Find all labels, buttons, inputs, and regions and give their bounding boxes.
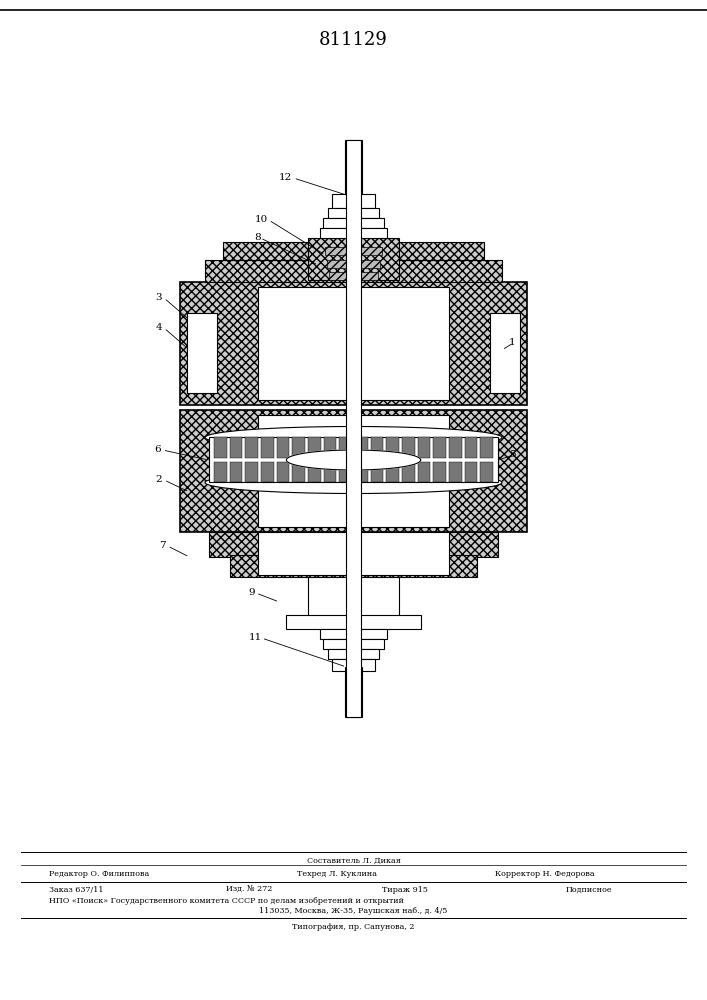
Bar <box>328 208 379 218</box>
Bar <box>230 462 243 482</box>
Bar <box>180 282 527 405</box>
Bar <box>339 462 352 482</box>
Bar <box>320 228 387 238</box>
Text: Редактор О. Филиппова: Редактор О. Филиппова <box>49 870 150 878</box>
Bar <box>490 313 520 393</box>
Text: НПО «Поиск» Государственного комитета СССР по делам изобретений и открытий: НПО «Поиск» Государственного комитета СС… <box>49 897 404 905</box>
Bar <box>261 462 274 482</box>
Bar <box>402 437 414 458</box>
Bar <box>308 577 399 617</box>
Text: 2: 2 <box>156 475 162 484</box>
Bar <box>261 437 274 458</box>
Bar <box>387 462 399 482</box>
Bar <box>286 615 421 629</box>
Bar <box>325 247 382 255</box>
Text: Заказ 637/11: Заказ 637/11 <box>49 886 104 894</box>
Bar <box>328 649 379 659</box>
Bar <box>324 462 337 482</box>
Bar <box>433 437 446 458</box>
Bar <box>481 437 493 458</box>
Bar <box>433 462 446 482</box>
Bar <box>308 462 320 482</box>
Bar <box>214 437 226 458</box>
Bar <box>308 238 399 280</box>
Bar <box>345 667 362 717</box>
Bar <box>481 462 493 482</box>
Text: 4: 4 <box>156 323 162 332</box>
Text: Составитель Л. Дикая: Составитель Л. Дикая <box>307 857 400 865</box>
Text: 9: 9 <box>249 588 255 597</box>
Bar <box>370 462 383 482</box>
Text: 7: 7 <box>159 541 165 550</box>
Text: Типография, пр. Сапунова, 2: Типография, пр. Сапунова, 2 <box>292 923 415 931</box>
Bar <box>293 462 305 482</box>
Bar <box>293 437 305 458</box>
Bar <box>339 437 352 458</box>
Bar <box>464 437 477 458</box>
Bar <box>355 437 368 458</box>
Bar <box>258 532 449 575</box>
Bar <box>214 462 226 482</box>
Bar <box>276 462 289 482</box>
Bar <box>245 462 258 482</box>
Bar <box>346 140 361 717</box>
Text: 10: 10 <box>255 215 268 224</box>
Bar <box>324 639 383 649</box>
Bar <box>205 260 502 282</box>
Bar <box>324 218 383 228</box>
Bar <box>209 437 498 482</box>
Bar <box>230 555 477 577</box>
Text: 1: 1 <box>509 338 515 347</box>
Bar <box>418 462 431 482</box>
Bar <box>276 437 289 458</box>
Bar <box>332 194 375 208</box>
Bar <box>370 437 383 458</box>
Text: 5: 5 <box>509 450 515 459</box>
Bar <box>402 462 414 482</box>
Text: 11: 11 <box>249 633 262 642</box>
Text: 6: 6 <box>154 445 160 454</box>
Text: 12: 12 <box>279 173 293 182</box>
Text: 3: 3 <box>156 293 162 302</box>
Bar <box>449 437 462 458</box>
Bar <box>258 287 449 400</box>
Bar <box>332 659 375 671</box>
Bar <box>320 629 387 639</box>
Text: Техред Л. Куклина: Техред Л. Куклина <box>297 870 377 878</box>
Bar <box>180 410 527 532</box>
Bar <box>327 260 380 268</box>
Polygon shape <box>286 450 421 470</box>
Bar <box>258 415 449 527</box>
Ellipse shape <box>205 471 502 493</box>
Bar <box>449 462 462 482</box>
Text: Изд. № 272: Изд. № 272 <box>226 886 273 894</box>
Ellipse shape <box>205 426 502 448</box>
Bar <box>245 437 258 458</box>
Bar <box>223 242 484 260</box>
Text: Корректор Н. Федорова: Корректор Н. Федорова <box>495 870 595 878</box>
Text: 8: 8 <box>255 233 261 242</box>
Text: Подписное: Подписное <box>566 886 612 894</box>
Text: Тираж 915: Тираж 915 <box>382 886 428 894</box>
Bar <box>324 437 337 458</box>
Bar <box>209 532 498 557</box>
Text: 811129: 811129 <box>319 31 388 49</box>
Bar <box>355 462 368 482</box>
Bar <box>418 437 431 458</box>
Bar <box>329 272 378 280</box>
Bar <box>230 437 243 458</box>
Bar <box>387 437 399 458</box>
Bar <box>464 462 477 482</box>
Bar <box>345 140 362 195</box>
Bar <box>308 437 320 458</box>
Bar <box>187 313 217 393</box>
Text: 113035, Москва, Ж-35, Раушская наб., д. 4/5: 113035, Москва, Ж-35, Раушская наб., д. … <box>259 907 448 915</box>
